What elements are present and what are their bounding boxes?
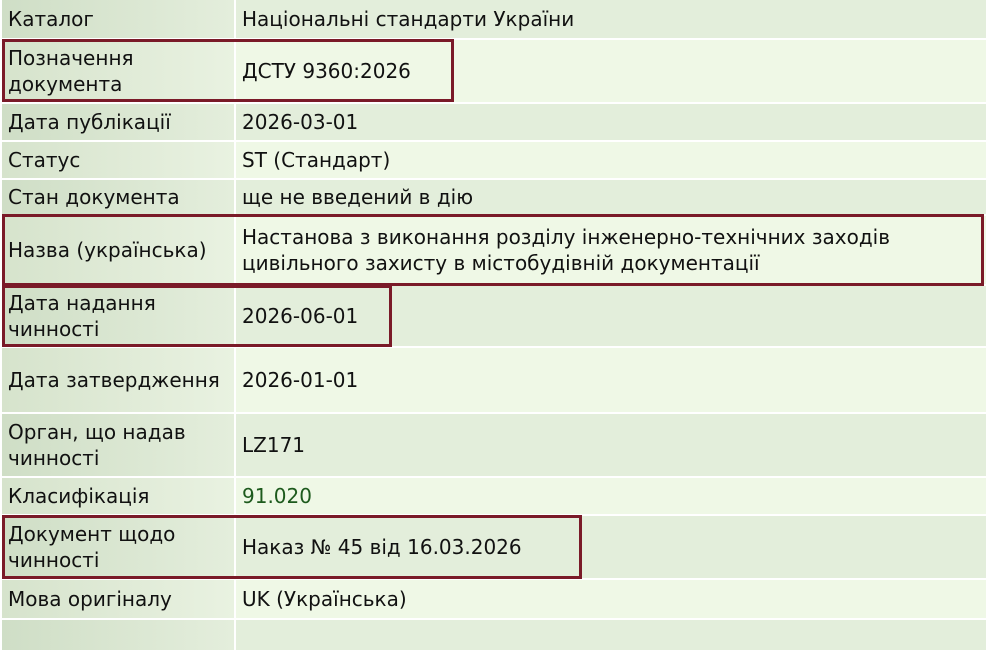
- row-document-state: Стан документа ще не введений в дію: [2, 180, 986, 214]
- value: LZ171: [236, 414, 986, 476]
- row-status: Статус ST (Стандарт): [2, 142, 986, 178]
- label: Статус: [2, 142, 234, 178]
- label: Документ щодо чинності: [2, 516, 234, 578]
- value: 2026-03-01: [236, 104, 986, 140]
- row-original-language: Мова оригіналу UK (Українська): [2, 580, 986, 618]
- row-classification: Класифікація 91.020: [2, 478, 986, 514]
- value: Настанова з виконання розділу інженерно-…: [236, 216, 986, 284]
- label: Дата затвердження: [2, 348, 234, 412]
- row-effect-document: Документ щодо чинності Наказ № 45 від 16.…: [2, 516, 986, 578]
- value: Національні стандарти України: [236, 0, 986, 38]
- label: Класифікація: [2, 478, 234, 514]
- value: 2026-01-01: [236, 348, 986, 412]
- value: UK (Українська): [236, 580, 986, 618]
- row-designation: Позначення документа ДСТУ 9360:2026: [2, 40, 986, 102]
- label: Мова оригіналу: [2, 580, 234, 618]
- value: ST (Стандарт): [236, 142, 986, 178]
- row-partial: [2, 620, 986, 650]
- label: Позначення документа: [2, 40, 234, 102]
- value: ДСТУ 9360:2026: [236, 40, 986, 102]
- label: Дата надання чинності: [2, 286, 234, 346]
- row-authority: Орган, що надав чинності LZ171: [2, 414, 986, 476]
- label: Каталог: [2, 0, 234, 38]
- row-title-ukrainian: Назва (українська) Настанова з виконання …: [2, 216, 986, 284]
- row-effective-date: Дата надання чинності 2026-06-01: [2, 286, 986, 346]
- row-publication-date: Дата публікації 2026-03-01: [2, 104, 986, 140]
- classification-link[interactable]: 91.020: [242, 484, 312, 508]
- row-approval-date: Дата затвердження 2026-01-01: [2, 348, 986, 412]
- row-catalog: Каталог Національні стандарти України: [2, 0, 986, 38]
- label: Орган, що надав чинності: [2, 414, 234, 476]
- value: 2026-06-01: [236, 286, 986, 346]
- label: Стан документа: [2, 180, 234, 214]
- label: Назва (українська): [2, 216, 234, 284]
- label: Дата публікації: [2, 104, 234, 140]
- value: ще не введений в дію: [236, 180, 986, 214]
- value: Наказ № 45 від 16.03.2026: [236, 516, 986, 578]
